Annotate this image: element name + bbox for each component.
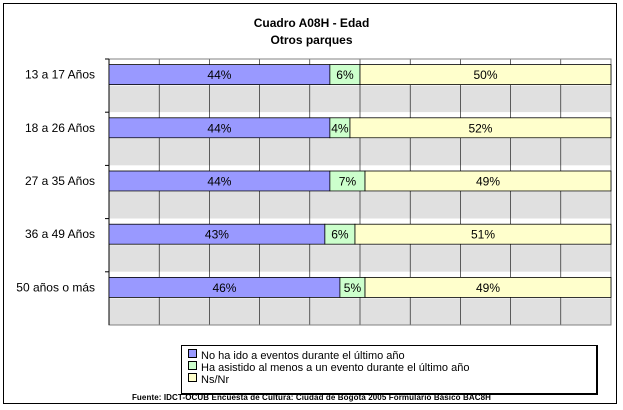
chart-subtitle: Otros parques — [270, 33, 353, 47]
bar-segment — [364, 276, 612, 298]
legend-item-series-3: Ns/Nr — [188, 373, 230, 386]
legend-item-series-2: Ha asistido al menos a un evento durante… — [188, 361, 470, 374]
legend-swatch-series-3 — [188, 373, 197, 382]
data-label: 52% — [468, 121, 492, 135]
data-label: 49% — [476, 175, 500, 189]
category-label: 13 a 17 Años — [25, 68, 95, 82]
data-label: 44% — [207, 121, 231, 135]
chart-titles: Cuadro A08H - Edad Otros parques — [0, 15, 623, 49]
category-label: 36 a 49 Años — [25, 227, 95, 241]
data-label: 5% — [344, 281, 362, 295]
legend-label-series-2: Ha asistido al menos a un evento durante… — [201, 362, 470, 374]
bar-segment — [359, 64, 612, 85]
bar-segment — [364, 170, 612, 192]
chart-legend: No ha ido a eventos durante el último añ… — [181, 345, 598, 395]
legend-swatch-series-1 — [188, 349, 197, 358]
data-label: 46% — [212, 281, 236, 295]
legend-label-series-3: Ns/Nr — [201, 374, 230, 386]
category-label: 18 a 26 Años — [25, 121, 95, 135]
data-label: 49% — [476, 281, 500, 295]
data-label: 50% — [473, 68, 497, 82]
data-label: 44% — [207, 175, 231, 189]
category-label: 27 a 35 Años — [25, 174, 95, 188]
legend-label-series-1: No ha ido a eventos durante el último añ… — [201, 350, 405, 362]
source-note: Fuente: IDCT-OCUB Encuesta de Cultura: C… — [131, 393, 492, 402]
data-label: 7% — [339, 175, 357, 189]
bar-segment — [354, 223, 612, 245]
data-label: 6% — [336, 68, 354, 82]
data-label: 43% — [205, 228, 229, 242]
data-label: 6% — [331, 228, 349, 242]
category-label: 50 años o más — [16, 280, 95, 294]
data-label: 51% — [471, 228, 495, 242]
data-label: 44% — [207, 68, 231, 82]
chart-title: Cuadro A08H - Edad — [253, 16, 370, 30]
legend-swatch-series-2 — [188, 361, 197, 370]
data-label: 4% — [331, 121, 349, 135]
bar-segment — [349, 117, 612, 139]
legend-item-series-1: No ha ido a eventos durante el último añ… — [188, 349, 405, 362]
